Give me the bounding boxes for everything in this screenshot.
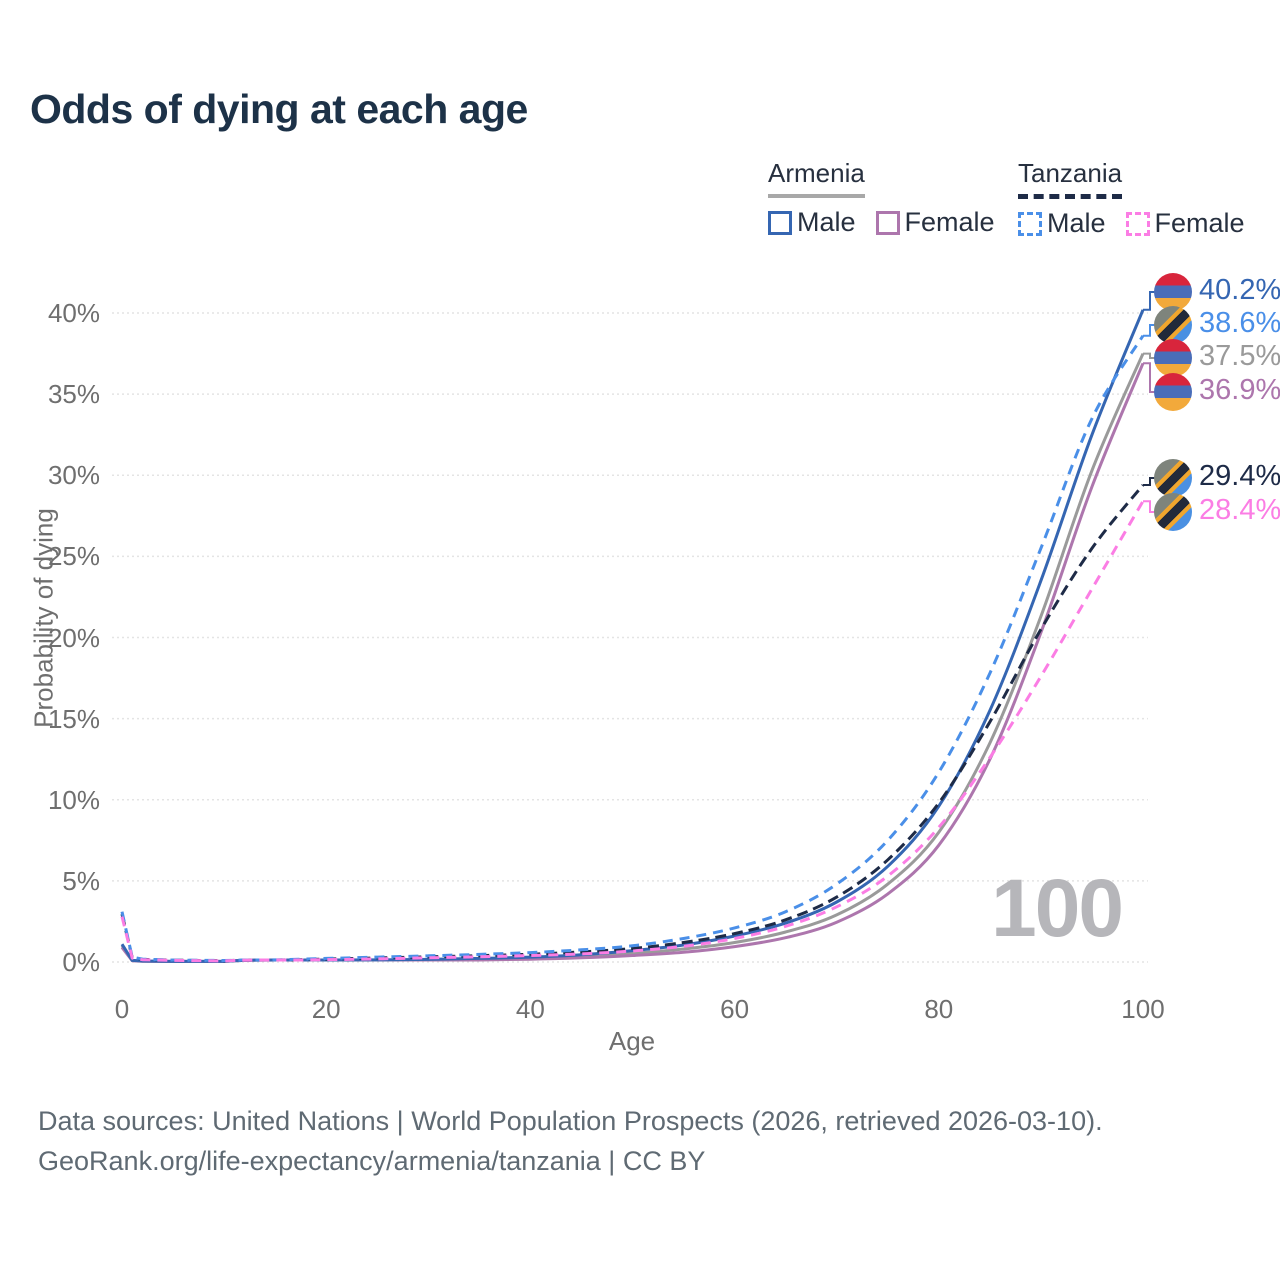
- armenia-flag-icon: [1154, 373, 1192, 411]
- y-tick-label: 25%: [47, 541, 100, 572]
- end-value-label: 38.6%: [1199, 307, 1280, 339]
- x-tick-label: 100: [1121, 994, 1165, 1024]
- leader-line: [1143, 291, 1157, 311]
- series-line-tanzania-both-sexes-[interactable]: [120, 484, 1145, 963]
- tanzania-female-swatch: [1125, 211, 1150, 236]
- legend-country-tanzania[interactable]: Tanzania: [1018, 158, 1123, 199]
- tanzania-female-label: Female: [1154, 208, 1245, 238]
- armenia-male-label: Male: [797, 207, 856, 237]
- x-tick-label: 0: [114, 994, 130, 1024]
- legend-group-tanzania: Tanzania Male Female: [1018, 158, 1245, 239]
- y-tick-label: 35%: [47, 379, 100, 410]
- series-line-tanzania-female[interactable]: [120, 500, 1145, 963]
- page-title: Odds of dying at each age: [30, 86, 528, 132]
- x-tick-label: 80: [924, 994, 954, 1024]
- legend-country-armenia-label: Armenia: [768, 158, 865, 188]
- y-tick-label: 40%: [47, 298, 100, 328]
- leader-line: [1143, 352, 1157, 359]
- y-tick-label: 20%: [47, 622, 100, 653]
- armenia-flag-icon: [1154, 273, 1192, 311]
- legend-items-armenia: Male Female: [768, 207, 995, 238]
- legend-country-armenia[interactable]: Armenia: [768, 158, 865, 198]
- tanzania-flag-icon: [1154, 459, 1192, 497]
- legend-item-tanzania-male[interactable]: Male: [1018, 208, 1106, 239]
- tanzania-flag-icon: [1154, 493, 1192, 531]
- y-tick-label: 5%: [62, 865, 100, 896]
- tanzania-male-swatch: [1018, 211, 1042, 236]
- leader-line: [1143, 477, 1157, 486]
- y-tick-label: 10%: [47, 784, 100, 815]
- leader-line: [1143, 500, 1157, 513]
- end-value-label: 29.4%: [1199, 460, 1280, 492]
- legend-item-tanzania-female[interactable]: Female: [1125, 208, 1245, 239]
- leader-line: [1143, 362, 1157, 393]
- armenia-male-swatch: [768, 210, 792, 235]
- legend-group-armenia: Armenia Male Female: [768, 158, 995, 238]
- series-line-armenia-male[interactable]: [120, 309, 1145, 963]
- end-value-label: 28.4%: [1199, 494, 1280, 526]
- legend-country-tanzania-label: Tanzania: [1018, 158, 1123, 188]
- x-tick-label: 60: [720, 994, 750, 1024]
- tanzania-male-label: Male: [1047, 208, 1106, 238]
- footer-source-line: Data sources: United Nations | World Pop…: [38, 1106, 1103, 1136]
- armenia-female-label: Female: [904, 207, 995, 237]
- x-tick-label: 40: [515, 994, 545, 1024]
- legend-item-armenia-female[interactable]: Female: [875, 207, 995, 238]
- age-watermark: 100: [991, 863, 1124, 954]
- footer-attribution-line: GeoRank.org/life-expectancy/armenia/tanz…: [38, 1146, 706, 1176]
- armenia-female-swatch: [875, 210, 900, 235]
- armenia-flag-icon: [1154, 339, 1192, 377]
- x-axis-title: Age: [608, 1026, 656, 1056]
- tanzania-flag-icon: [1154, 306, 1192, 344]
- y-tick-label: 0%: [62, 947, 100, 977]
- x-tick-label: 20: [311, 994, 341, 1024]
- legend-item-armenia-male[interactable]: Male: [768, 207, 856, 238]
- end-value-label: 40.2%: [1199, 274, 1280, 306]
- y-tick-label: 30%: [47, 460, 100, 491]
- series-line-tanzania-male[interactable]: [120, 334, 1145, 962]
- end-value-label: 37.5%: [1199, 340, 1280, 372]
- leader-line: [1143, 324, 1157, 337]
- y-tick-label: 15%: [47, 703, 100, 734]
- legend-items-tanzania: Male Female: [1018, 208, 1245, 239]
- end-value-label: 36.9%: [1199, 374, 1280, 406]
